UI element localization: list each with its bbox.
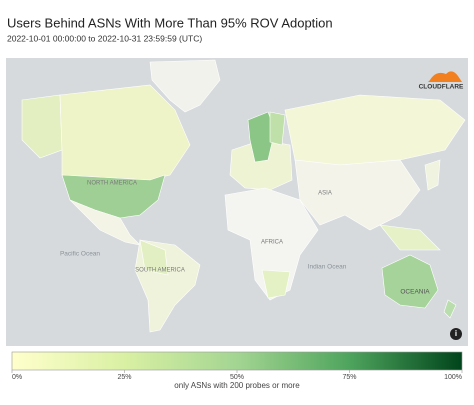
land [424,159,441,191]
map-label: NORTH AMERICA [87,181,137,187]
info-icon: i [455,329,457,338]
land [269,111,286,146]
title: Users Behind ASNs With More Than 95% ROV… [7,15,333,30]
land [443,299,457,319]
land [381,254,439,309]
land [224,187,319,301]
map-label: SOUTH AMERICA [135,268,185,274]
land [59,84,191,181]
map-label: Pacific Ocean [60,251,100,258]
land [379,224,441,251]
map-label: Indian Ocean [308,264,347,271]
land [149,59,221,113]
logo-cloud [428,71,462,82]
logo-text: CLOUDFLARE [419,84,464,91]
tick-label: 0% [12,374,22,381]
tick-label: 100% [444,374,462,381]
map-labels: NORTH AMERICA SOUTH AMERICA AFRICA ASIA OCEA… [60,181,430,296]
map: NORTH AMERICA SOUTH AMERICA AFRICA ASIA OCEA… [6,58,468,346]
land [261,269,291,299]
tick-label: 75% [342,374,356,381]
subtitle: 2022-10-01 00:00:00 to 2022-10-31 23:59:… [7,33,202,43]
land [69,199,141,246]
map-label: OCEANIA [400,289,430,296]
tick-label: 50% [230,374,244,381]
land [139,239,169,276]
land [294,159,421,231]
land [247,111,276,163]
land [21,94,63,159]
tick-label: 25% [117,374,131,381]
map-label: AFRICA [261,240,283,246]
info-button[interactable] [450,328,462,340]
legend-ticks: 0% 25% 50% 75% 100% [11,370,463,381]
map-label: ASIA [318,191,332,197]
color-bar [11,351,463,371]
legend-note: only ASNs with 200 probes or more [174,381,300,390]
